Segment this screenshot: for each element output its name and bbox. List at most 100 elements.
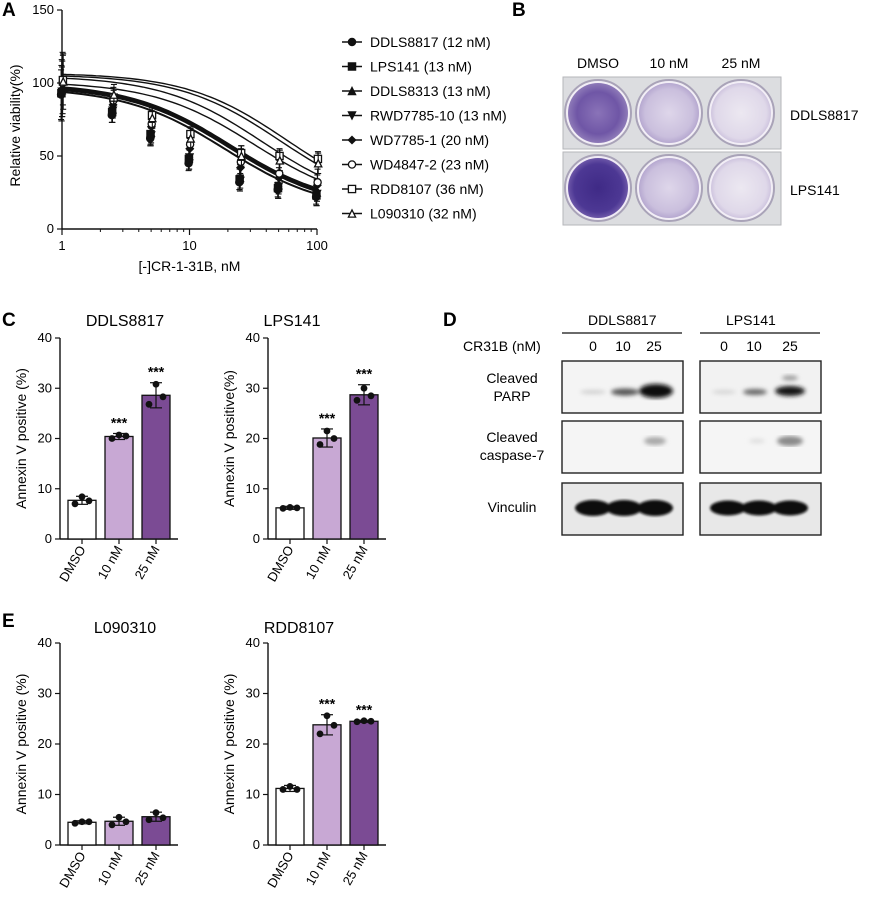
fit-curve	[61, 89, 318, 193]
blot-label: caspase-7	[480, 447, 545, 463]
bar	[275, 787, 305, 846]
data-point	[147, 112, 157, 123]
bar-chart-l090310: L090310 0 10 20 30 40 Annexin V positive (%) DM…	[13, 620, 178, 890]
data-point	[347, 37, 357, 47]
panel-letter-a: A	[2, 0, 16, 21]
fit-curve	[61, 86, 318, 190]
row-label-ddls8817: DDLS8817	[790, 107, 859, 123]
y-axis-label: Annexin V positive (%)	[13, 674, 29, 815]
colony-stain-panel: DMSO 10 nM 25 nM DDLS8817 LPS141	[562, 55, 859, 226]
band	[580, 390, 606, 394]
y-tick-label: 40	[38, 635, 52, 650]
y-tick-label: 50	[40, 148, 54, 163]
replicate-point	[367, 392, 375, 400]
band	[741, 500, 777, 516]
legend-label: RWD7785-10 (13 nM)	[370, 108, 507, 124]
y-axis-label: Relative viability(%)	[7, 64, 23, 186]
data-point	[186, 133, 196, 143]
data-point	[347, 85, 357, 96]
y-tick-label: 0	[45, 531, 52, 546]
significance-mark: ***	[356, 366, 373, 382]
data-point	[58, 76, 68, 86]
y-tick-label: 20	[38, 431, 52, 446]
x-axis-label: [-]CR-1-31B, nM	[139, 258, 241, 274]
replicate-point	[367, 717, 375, 725]
replicate-point	[85, 818, 93, 826]
x-tick-label: 1	[58, 238, 65, 253]
replicate-point	[323, 427, 331, 435]
data-point	[109, 89, 119, 99]
replicate-point	[293, 504, 301, 512]
replicate-point	[330, 721, 338, 729]
bar	[275, 507, 305, 540]
y-tick-label: 30	[38, 380, 52, 395]
significance-mark: ***	[148, 364, 165, 380]
bar	[67, 499, 97, 540]
replicate-point	[330, 435, 338, 442]
x-tick-label: DMSO	[56, 543, 88, 584]
replicate-point	[78, 818, 86, 826]
replicate-point	[360, 717, 368, 725]
band	[575, 500, 611, 516]
band	[712, 390, 736, 394]
legend-label: WD4847-2 (23 nM)	[370, 157, 489, 173]
column-label-dmso: DMSO	[577, 55, 619, 71]
y-tick-label: 150	[32, 2, 54, 17]
x-tick-label: 25 nM	[132, 849, 163, 888]
x-tick-label: DMSO	[56, 849, 88, 890]
y-axis-label: Annexin V positive (%)	[13, 368, 29, 509]
fit-curve	[61, 73, 318, 161]
replicate-point	[159, 814, 167, 822]
replicate-point	[71, 500, 79, 508]
well-10nm-lps141	[639, 158, 699, 218]
well-dmso-lps141	[568, 158, 628, 218]
significance-mark: ***	[319, 696, 336, 712]
replicate-point	[286, 783, 294, 790]
bar	[312, 437, 342, 540]
replicate-point	[152, 809, 160, 817]
bar-chart-rdd8107: RDD8107 0 10 20 30 40 Annexin V positive (%) DM…	[221, 620, 386, 890]
row-label-lps141: LPS141	[790, 182, 840, 198]
data-point	[347, 62, 357, 71]
significance-mark: ***	[356, 701, 373, 717]
replicate-point	[316, 441, 324, 448]
well-dmso-ddls8817	[568, 83, 628, 143]
replicate-point	[145, 816, 153, 824]
legend-label: L090310 (32 nM)	[370, 206, 477, 222]
replicate-point	[85, 497, 93, 505]
replicate-point	[108, 821, 116, 829]
replicate-point	[293, 786, 301, 793]
y-tick-label: 100	[32, 75, 54, 90]
band	[743, 389, 767, 395]
bar	[312, 724, 342, 846]
group-label-lps141: LPS141	[726, 312, 776, 328]
well-10nm-ddls8817	[639, 83, 699, 143]
replicate-point	[279, 786, 287, 793]
replicate-point	[323, 712, 331, 720]
replicate-point	[115, 431, 123, 439]
bar	[104, 435, 134, 540]
x-tick-label: 10 nM	[95, 849, 126, 888]
replicate-point	[353, 718, 361, 726]
fit-curve	[61, 75, 318, 165]
y-tick-label: 40	[38, 330, 52, 345]
x-tick-label: DMSO	[264, 543, 296, 584]
data-point	[347, 111, 357, 121]
fit-curve	[61, 87, 318, 191]
dose-response-axes: 0 50 100 150 1 10 100	[32, 2, 328, 253]
significance-mark: ***	[319, 410, 336, 426]
band	[772, 500, 808, 516]
chart-title: LPS141	[264, 313, 321, 330]
y-tick-label: 40	[246, 330, 260, 345]
replicate-point	[152, 380, 160, 388]
replicate-point	[159, 393, 167, 401]
lane-label: 0	[720, 338, 728, 354]
legend-label: LPS141 (13 nM)	[370, 59, 472, 75]
bar	[141, 394, 171, 540]
x-tick-label: 10 nM	[303, 849, 334, 888]
panel-letter-b: B	[512, 0, 526, 21]
legend: DDLS8817 (12 nM) LPS141 (13 nM) DDLS8313 (…	[342, 34, 507, 222]
bar-chart-ddls8817: DDLS8817 0 10 20 30 40 Annexin V positive (%) D…	[13, 313, 178, 584]
data-point	[347, 184, 357, 194]
x-tick-label: 25 nM	[132, 543, 163, 582]
